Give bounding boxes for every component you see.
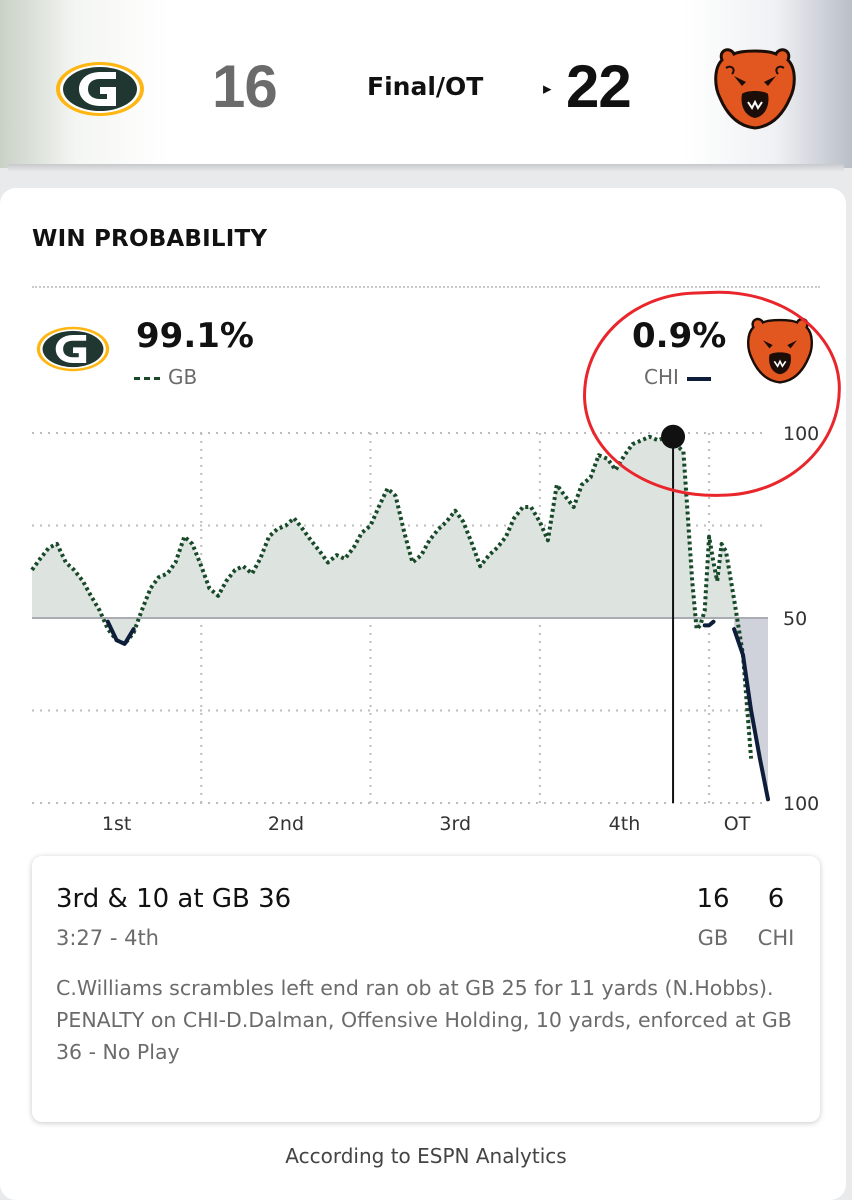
winner-indicator: ▸: [543, 79, 552, 99]
play-chi-score: 6: [767, 884, 785, 914]
x-tick-label: 4th: [609, 813, 641, 835]
scoreboard-shadow: [8, 164, 844, 172]
divider: [32, 286, 820, 288]
play-detail-card[interactable]: [32, 856, 820, 1122]
win-probability-chart[interactable]: 100 50 100 1st 2nd 3rd 4th OT: [0, 0, 852, 850]
section-title: WIN PROBABILITY: [32, 226, 268, 252]
x-tick-label: OT: [724, 813, 751, 835]
analytics-footnote: According to ESPN Analytics: [285, 1144, 567, 1168]
away-score: 22: [566, 53, 632, 120]
y-tick-label: 100: [783, 793, 819, 815]
play-description: C.Williams scrambles left end ran ob at …: [56, 976, 792, 1064]
x-tick-label: 1st: [102, 813, 131, 835]
y-tick-label: 50: [783, 608, 807, 630]
chi-series-line: [105, 619, 136, 646]
gb-win-pct: 99.1%: [136, 316, 254, 356]
gb-area-fill: [32, 436, 752, 759]
chi-series-line: [702, 619, 716, 628]
home-score: 16: [212, 53, 278, 120]
game-status: Final/OT: [367, 72, 484, 101]
gb-legend-label: GB: [168, 365, 198, 389]
chi-legend: CHI: [644, 365, 711, 389]
x-tick-label: 2nd: [268, 813, 304, 835]
packers-g-logo[interactable]: [55, 61, 145, 117]
play-down-distance: 3rd & 10 at GB 36: [56, 884, 292, 914]
play-marker-dot: [661, 424, 686, 449]
play-clock: 3:27 - 4th: [56, 926, 159, 950]
chi-win-pct: 0.9%: [632, 316, 727, 356]
chi-legend-label: CHI: [644, 365, 679, 389]
gb-dash-swatch: [134, 377, 160, 380]
play-gb-score: 16: [696, 884, 730, 914]
bears-head-logo-small: [747, 317, 813, 384]
gb-series-line: [30, 434, 754, 759]
chi-series-line: [732, 627, 770, 802]
chi-line-swatch: [686, 376, 711, 381]
play-gb-label: GB: [697, 926, 729, 950]
gb-legend: GB: [134, 365, 197, 389]
y-tick-label: 100: [783, 423, 819, 445]
x-tick-label: 3rd: [439, 813, 471, 835]
play-chi-label: CHI: [757, 926, 795, 950]
packers-g-logo-small: [36, 326, 110, 372]
bears-head-logo[interactable]: [712, 46, 798, 130]
